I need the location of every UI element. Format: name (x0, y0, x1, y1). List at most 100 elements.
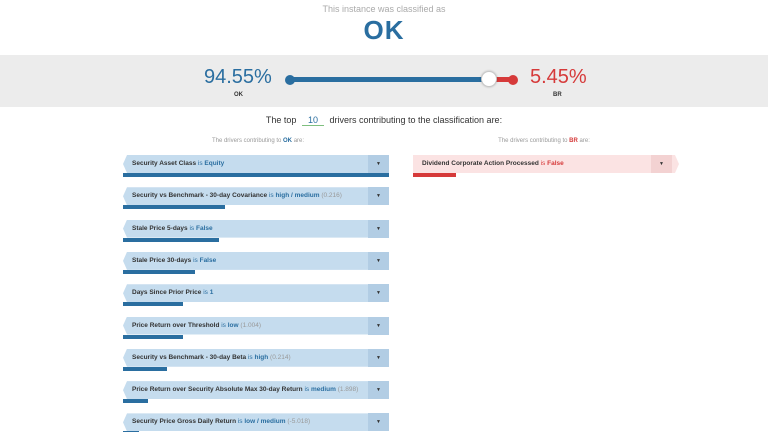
driver-feature: Security vs Benchmark - 30-day Beta (132, 353, 247, 361)
driver-weight-bar (123, 173, 389, 177)
triangle-down-icon: ▼ (376, 193, 381, 200)
driver-text: Security vs Benchmark - 30-day Beta is h… (132, 354, 291, 361)
driver-box (123, 155, 389, 173)
top-drivers-count-input[interactable]: 10 (301, 115, 324, 126)
ok-driver-row: Security Asset Class is Equity ▼ (123, 155, 389, 177)
driver-is: is (268, 192, 274, 200)
classification-result: OK (363, 15, 405, 45)
top-drivers-suffix: drivers contributing to the classificati… (329, 115, 503, 125)
expand-driver-button[interactable]: ▼ (368, 251, 389, 270)
br-class-label: BR (553, 92, 562, 98)
slider-track-ok (290, 77, 490, 82)
expand-driver-button[interactable]: ▼ (368, 316, 389, 335)
driver-feature: Price Return over Security Absolute Max … (132, 386, 303, 394)
driver-feature: Days Since Prior Price (132, 289, 202, 297)
driver-feature: Stale Price 5-days (132, 224, 188, 232)
driver-box (123, 219, 389, 238)
driver-value: False (547, 160, 564, 167)
top-drivers-prefix: The top (265, 115, 297, 125)
driver-value: low / medium (244, 418, 286, 426)
expand-driver-button[interactable]: ▼ (368, 187, 389, 206)
triangle-down-icon: ▼ (376, 257, 381, 264)
triangle-down-icon: ▼ (376, 161, 381, 167)
driver-feature: Stale Price 30-days (132, 256, 192, 264)
driver-is: is (247, 353, 253, 361)
expand-driver-button[interactable]: ▼ (368, 413, 389, 432)
br-driver-row: Dividend Corporate Action Processed is F… (413, 155, 679, 177)
triangle-down-icon: ▼ (659, 161, 664, 167)
driver-feature: Price Return over Threshold (132, 321, 220, 329)
driver-box (123, 348, 389, 367)
expand-driver-button[interactable]: ▼ (368, 381, 389, 400)
ok-driver-row: Security vs Benchmark - 30-day Covarianc… (123, 187, 389, 210)
driver-box (123, 413, 389, 432)
driver-weight-bar (123, 237, 219, 242)
driver-value: high / medium (275, 192, 320, 200)
slider-thumb[interactable] (481, 71, 497, 87)
driver-is: is (193, 256, 198, 264)
triangle-down-icon: ▼ (376, 322, 381, 329)
driver-text: Days Since Prior Price is 1 (132, 289, 213, 296)
top-drivers-line: The top 10 drivers contributing to the c… (0, 115, 768, 126)
driver-number: (0.214) (270, 353, 291, 361)
ok-probability: 94.55% (204, 66, 272, 88)
ok-driver-row: Stale Price 30-days is False ▼ (123, 251, 389, 274)
ok-driver-row: Price Return over Threshold is low (1.00… (123, 316, 389, 339)
slider-end-ok (285, 75, 295, 85)
driver-is: is (304, 386, 310, 394)
ok-driver-row: Security vs Benchmark - 30-day Beta is h… (123, 348, 389, 371)
driver-value: False (195, 224, 213, 232)
ok-driver-row: Days Since Prior Price is 1 ▼ (123, 284, 389, 307)
br-probability: 5.45% (530, 66, 587, 88)
driver-number: (1.898) (337, 386, 359, 394)
driver-box (123, 284, 389, 303)
driver-weight-bar (123, 205, 225, 210)
driver-weight-bar (123, 366, 167, 371)
driver-weight-bar (123, 399, 148, 404)
driver-is: is (189, 224, 195, 232)
driver-feature: Security vs Benchmark - 30-day Covarianc… (132, 192, 268, 200)
br-column-title: The drivers contributing to BR are: (498, 138, 590, 144)
slider-track-br (490, 77, 512, 82)
driver-weight-bar (123, 302, 183, 307)
driver-box (123, 381, 389, 400)
ok-class-label: OK (234, 92, 243, 98)
ok-driver-row: Stale Price 5-days is False ▼ (123, 219, 389, 242)
triangle-down-icon: ▼ (376, 225, 381, 232)
driver-value: low (227, 321, 239, 329)
triangle-down-icon: ▼ (376, 387, 381, 394)
driver-weight-bar (123, 334, 183, 339)
driver-box (123, 316, 389, 335)
ok-driver-row: Security Price Gross Daily Return is low… (123, 413, 389, 432)
driver-text: Security Asset Class is Equity (132, 160, 224, 167)
driver-text: Dividend Corporate Action Processed is F… (422, 160, 564, 167)
ok-column-title: The drivers contributing to OK are: (211, 138, 305, 144)
triangle-down-icon: ▼ (376, 419, 381, 426)
driver-text: Security vs Benchmark - 30-day Covarianc… (132, 192, 342, 199)
slider-end-br (508, 75, 518, 85)
driver-box (413, 155, 679, 173)
expand-driver-button[interactable]: ▼ (368, 348, 389, 367)
driver-text: Security Price Gross Daily Return is low… (132, 418, 310, 425)
triangle-down-icon: ▼ (376, 290, 381, 297)
expand-driver-button[interactable]: ▼ (651, 155, 672, 173)
driver-value: medium (310, 386, 336, 394)
expand-driver-button[interactable]: ▼ (368, 155, 389, 173)
expand-driver-button[interactable]: ▼ (368, 284, 389, 303)
driver-value: Equity (204, 160, 225, 167)
driver-number: (0.216) (321, 192, 342, 200)
triangle-down-icon: ▼ (376, 354, 381, 361)
driver-is: is (203, 289, 208, 297)
driver-weight-bar (123, 269, 195, 274)
driver-is: is (237, 418, 243, 426)
driver-text: Stale Price 5-days is False (132, 225, 213, 232)
driver-number: (1.004) (240, 321, 262, 329)
expand-driver-button[interactable]: ▼ (368, 219, 389, 238)
driver-text: Stale Price 30-days is False (132, 257, 216, 264)
driver-value: high (254, 353, 269, 361)
driver-value: False (199, 256, 217, 264)
driver-feature: Security Price Gross Daily Return (132, 418, 237, 426)
driver-feature: Dividend Corporate Action Processed (422, 160, 539, 167)
driver-box (123, 251, 389, 270)
driver-text: Price Return over Threshold is low (1.00… (132, 322, 261, 329)
